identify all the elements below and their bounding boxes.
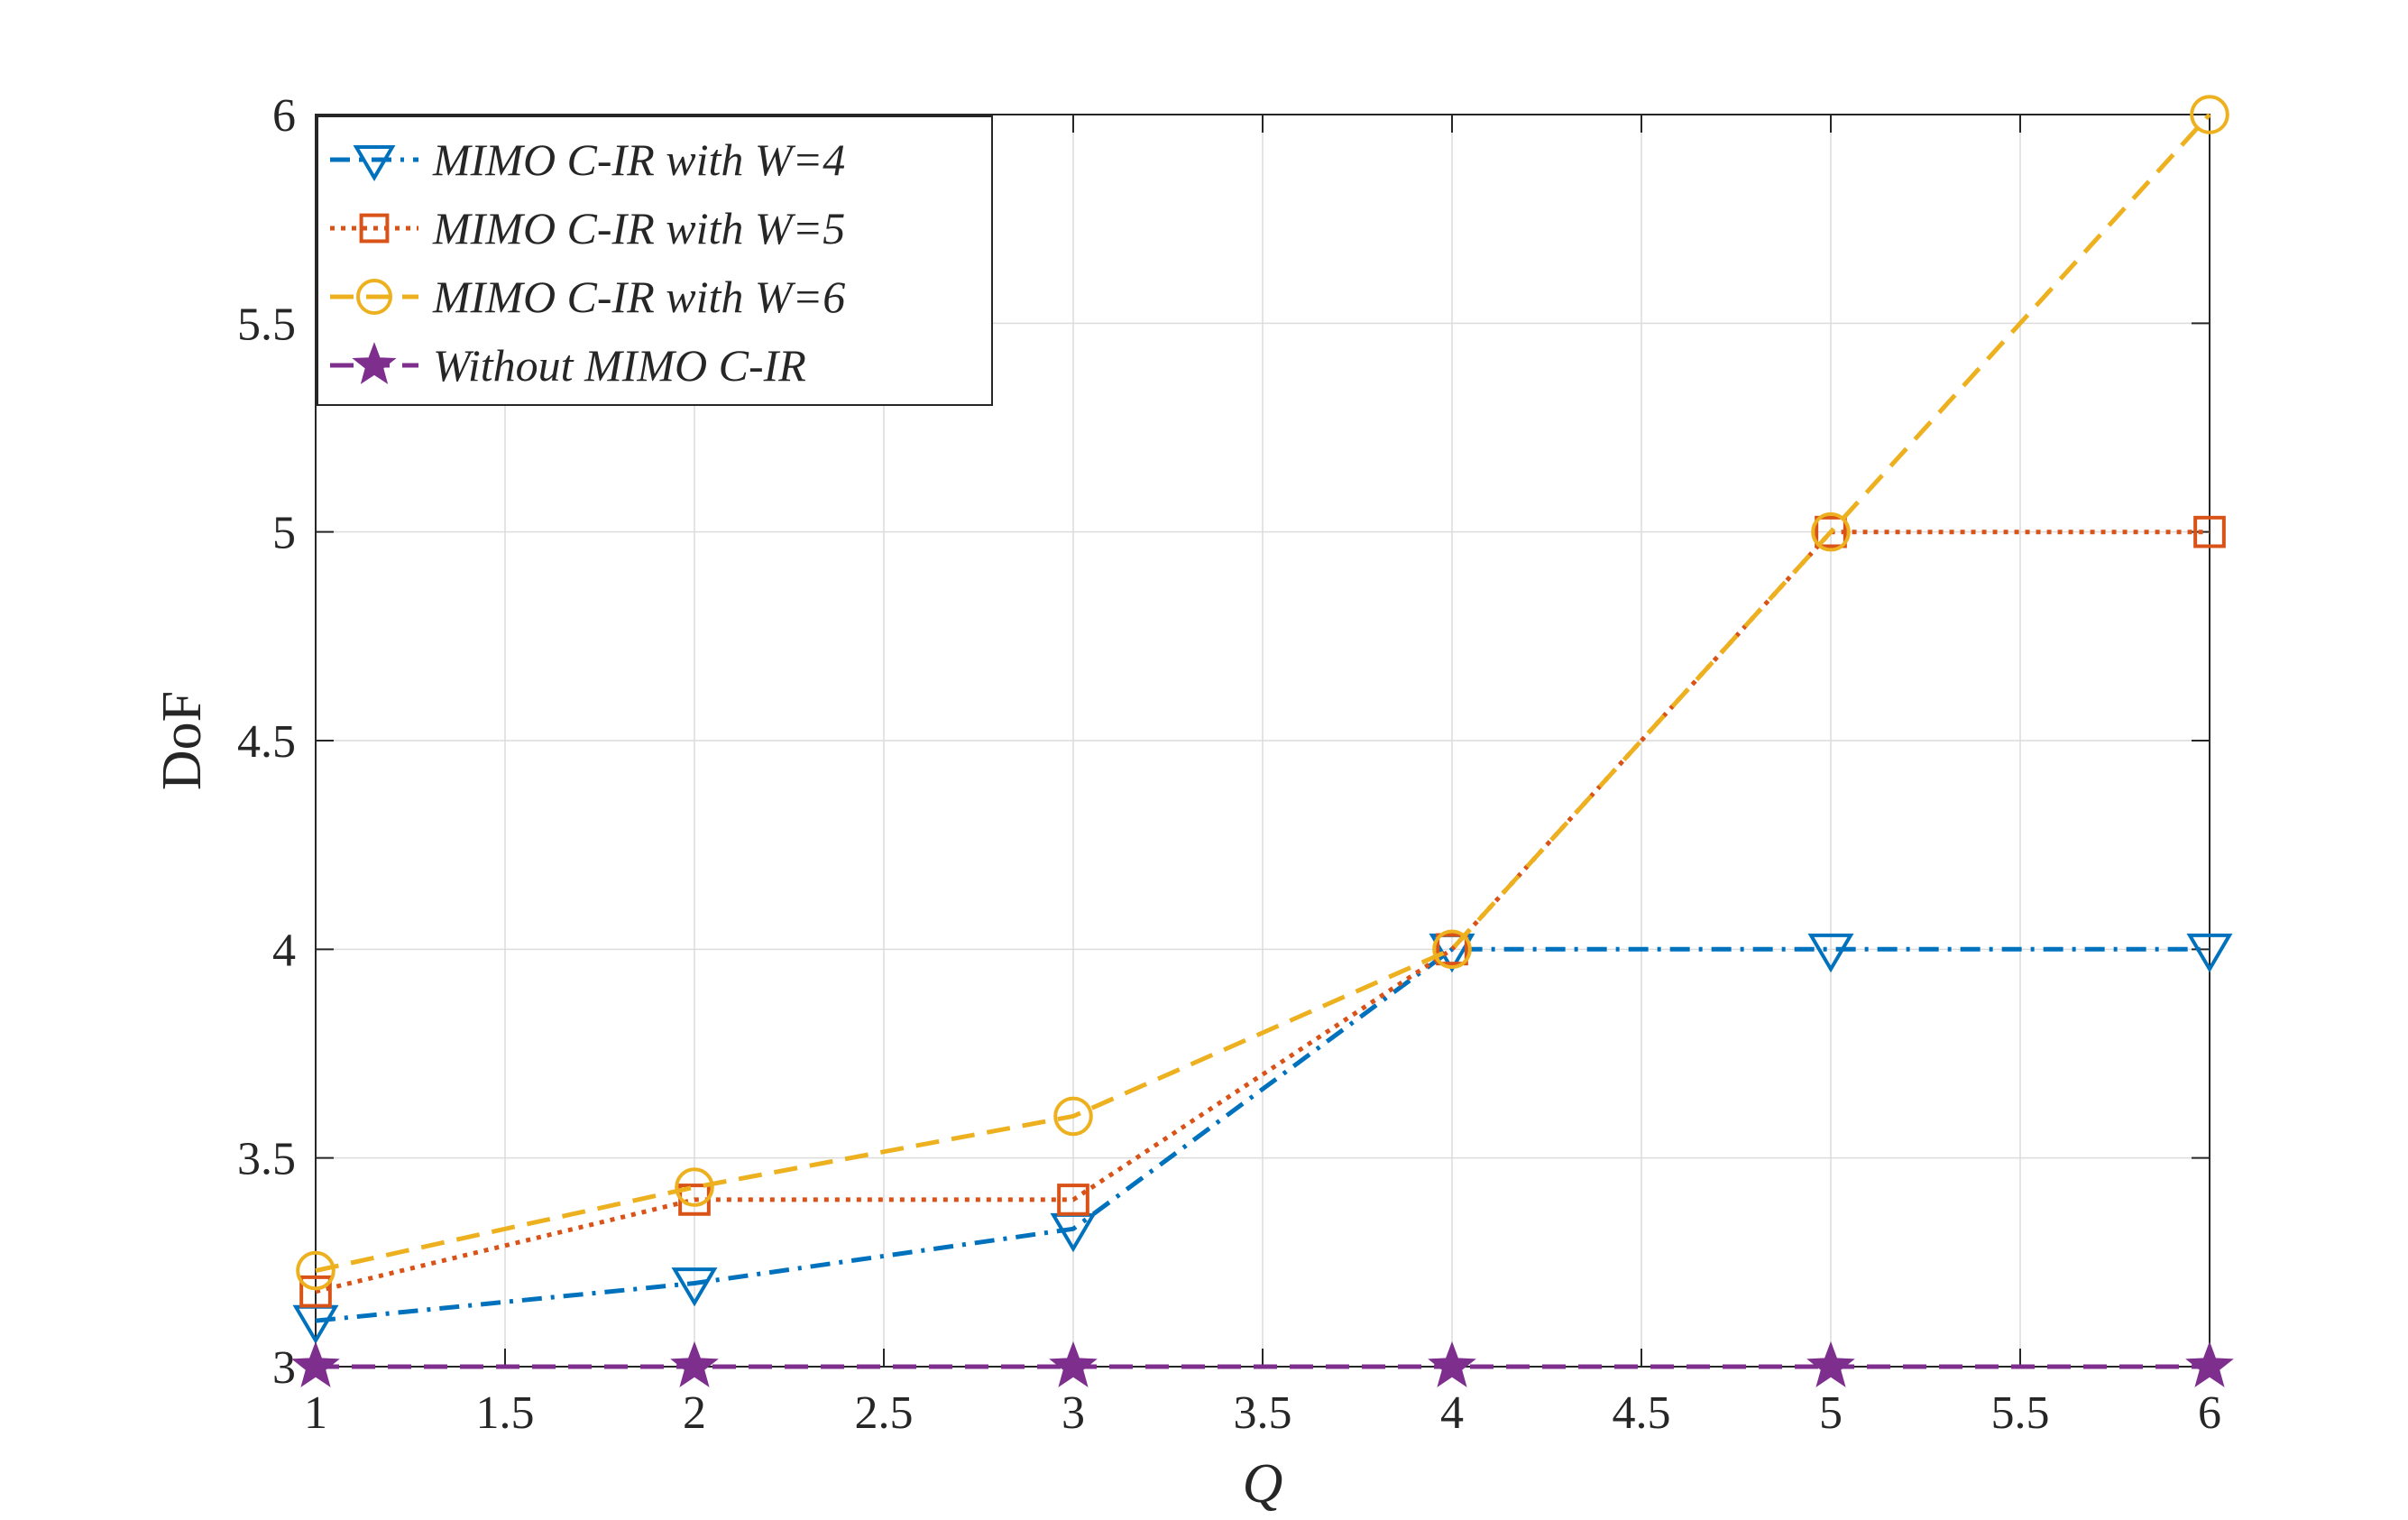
legend-label: MIMO C-IR with W=6 (432, 272, 845, 322)
x-tick-label: 2.5 (855, 1387, 914, 1439)
legend: MIMO C-IR with W=4 MIMO C-IR with W=5 MIMO… (317, 115, 993, 406)
data-point (1428, 1340, 1476, 1387)
y-tick-label: 3 (272, 1342, 296, 1394)
legend-item-3: MIMO C-IR with W=6 (330, 272, 845, 322)
legend-marker (352, 342, 397, 384)
series-line (315, 530, 2210, 1294)
series-line (315, 113, 2211, 1274)
data-point (1432, 929, 1472, 970)
axes-layer: 1 1.5 2 2.5 3 3.5 4 4.5 5 5.5 6 3 3.5 4 4.5 5 5.5 6 Q DoF (152, 90, 2221, 1515)
data-point (1806, 1340, 1855, 1387)
series-2 (299, 515, 2226, 1308)
series-4 (291, 1340, 2234, 1387)
y-tick-label: 6 (272, 90, 296, 142)
legend-box (317, 115, 993, 406)
x-axis-title: Q (1243, 1453, 1283, 1515)
data-point (299, 1275, 332, 1308)
legend-marker (356, 279, 392, 315)
legend-label: MIMO C-IR with W=4 (432, 134, 845, 185)
legend-label: MIMO C-IR with W=5 (432, 203, 845, 253)
data-point (2186, 933, 2233, 973)
data-point (1049, 1340, 1098, 1387)
legend-label: Without MIMO C-IR (433, 340, 806, 391)
data-point (291, 1340, 340, 1387)
x-tick-label: 6 (2198, 1387, 2221, 1439)
legend-marker (359, 213, 390, 244)
legend-marker (353, 145, 396, 181)
y-tick-label: 4 (272, 925, 296, 976)
x-tick-label: 5.5 (1991, 1387, 2050, 1439)
y-tick-label: 4.5 (237, 716, 296, 768)
data-point (2193, 515, 2226, 548)
series-layer (291, 95, 2234, 1387)
x-tick-label: 1.5 (476, 1387, 535, 1439)
data-point (1807, 933, 1854, 973)
y-axis-title: DoF (152, 691, 213, 790)
y-tick-label: 5.5 (237, 299, 296, 350)
data-point (2185, 1340, 2234, 1387)
data-point (1811, 511, 1851, 552)
x-tick-label: 4.5 (1613, 1387, 1671, 1439)
data-point (1815, 515, 1847, 548)
x-tick-label: 3.5 (1234, 1387, 1292, 1439)
data-point (1436, 933, 1468, 966)
data-point (296, 1250, 335, 1291)
x-tick-label: 3 (1062, 1387, 1085, 1439)
data-point (1053, 1096, 1093, 1137)
legend-item-2: MIMO C-IR with W=5 (330, 203, 845, 253)
series-3 (296, 95, 2229, 1291)
data-point (675, 1167, 714, 1207)
data-point (671, 1267, 718, 1307)
data-point (670, 1340, 719, 1387)
legend-item-1: MIMO C-IR with W=4 (330, 134, 845, 185)
x-tick-label: 2 (683, 1387, 706, 1439)
y-tick-label: 5 (272, 508, 296, 559)
series-line (315, 946, 2210, 1323)
data-point (1057, 1184, 1089, 1216)
legend-item-4: Without MIMO C-IR (330, 340, 806, 391)
x-tick-label: 4 (1440, 1387, 1464, 1439)
x-tick-label: 5 (1819, 1387, 1843, 1439)
y-tick-label: 3.5 (237, 1134, 296, 1185)
data-point (2190, 95, 2229, 134)
x-tick-label: 1 (304, 1387, 327, 1439)
